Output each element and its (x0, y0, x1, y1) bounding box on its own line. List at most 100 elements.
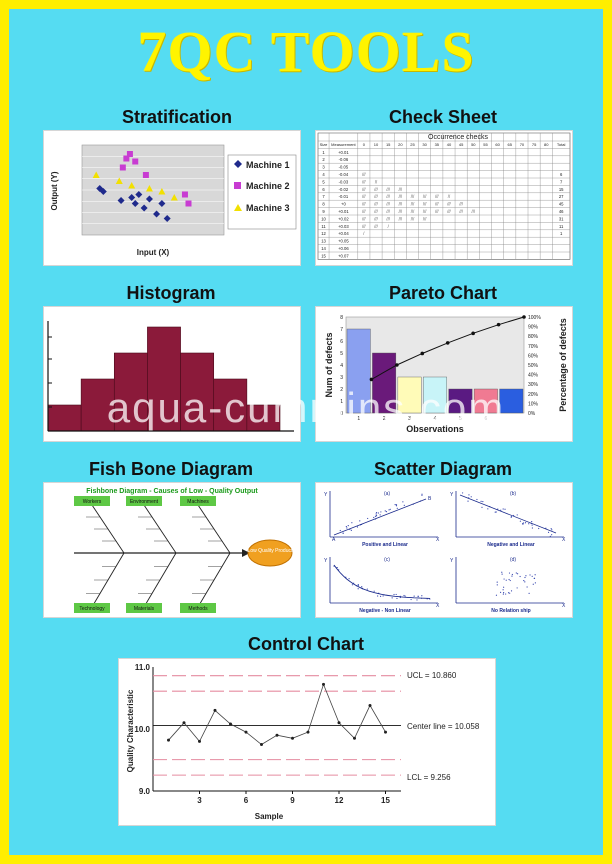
pareto-y2-tick: 90% (528, 325, 539, 331)
pareto-x-tick: 6 (484, 416, 487, 422)
scatter-point (385, 511, 388, 513)
scatter-y-label: Y (450, 492, 454, 498)
pareto-y2-tick: 30% (528, 382, 539, 388)
check-sheet-cell: -0.06 (339, 157, 349, 162)
check-sheet-column-header: 60 (495, 142, 500, 147)
control-point (260, 743, 263, 746)
machine-2-legend-marker (234, 182, 241, 189)
pareto-chart: 0123456780%10%20%30%40%50%60%70%80%90%10… (324, 315, 568, 434)
scatter-point (522, 523, 524, 525)
scatter-point (481, 506, 483, 508)
pareto-x-tick: 1 (357, 416, 360, 422)
scatter-point (357, 584, 359, 586)
scatter-y-label: Y (450, 558, 454, 564)
machine-2-legend-label: Machine 2 (246, 181, 290, 191)
scatter-point (501, 571, 503, 573)
check-sheet-cell: 46 (559, 209, 564, 214)
scatter-y-label: Y (324, 492, 328, 498)
pareto-y-tick: 5 (340, 351, 343, 357)
scatter-diagram-panel: Y X (a) Positive and Linear A B Y X (b) Negative … (315, 482, 573, 618)
scatter-point (482, 500, 484, 503)
scatter-y-label: Y (324, 558, 328, 564)
check-sheet-cell: +0.07 (338, 253, 349, 258)
scatter-point (396, 507, 398, 509)
check-sheet-cell: /// (374, 209, 378, 214)
scatter-point (394, 504, 396, 506)
pareto-y2-tick: 100% (528, 315, 541, 321)
scatter-point (359, 520, 361, 522)
pareto-y-tick: 1 (340, 399, 343, 405)
check-sheet-cell: /// (386, 216, 390, 221)
check-sheet-cell: /// (362, 187, 366, 192)
pareto-y2-tick: 70% (528, 344, 539, 350)
check-sheet-cell: /// (423, 202, 427, 207)
machine-1-point (128, 194, 136, 201)
fishbone-category-label: Machines (187, 499, 209, 505)
scatter-point (375, 513, 377, 515)
control-point (275, 733, 279, 737)
control-x-tick: 15 (381, 796, 390, 805)
check-sheet-cell: / (388, 224, 390, 229)
check-sheet-cell: /// (459, 202, 463, 207)
scatter-point (504, 508, 506, 510)
fishbone-head-label: Low Quality Product (248, 548, 293, 554)
scatter-point (404, 595, 406, 597)
check-sheet-column-header: 35 (435, 142, 440, 147)
scatter-point (516, 587, 518, 589)
check-sheet-cell: 45 (559, 202, 564, 207)
check-sheet-cell: -0.03 (339, 179, 349, 184)
pareto-panel: 0 1 2 3 4 5 6 7 8 0% 10% 20% 30% 40% 50% 60% 70% 80% 90% 10… (315, 306, 573, 442)
check-sheet-cell: 15 (321, 253, 326, 258)
check-sheet-cell: +0.05 (338, 239, 349, 244)
histogram-chart (47, 321, 294, 432)
check-sheet-cell: /// (459, 209, 463, 214)
poster-title: 7QC TOOLS (137, 19, 475, 84)
machine-3-point (170, 194, 178, 201)
scatter-point (531, 527, 533, 529)
machine-3-legend-marker (234, 204, 242, 211)
scatter-point (510, 590, 513, 592)
control-x-tick: 9 (290, 796, 295, 805)
scatter-point (350, 529, 352, 532)
pareto-y-tick: 7 (340, 327, 343, 333)
check-sheet-cell: 4 (322, 172, 325, 177)
control-point (244, 730, 248, 734)
fishbone-category-box (74, 496, 110, 506)
watermark: aqua-cummins.com (106, 384, 506, 431)
control-point (291, 736, 294, 740)
control-x-tick: 12 (335, 796, 344, 805)
scatter-point (389, 508, 391, 510)
scatter-point (417, 595, 419, 598)
scatter-point (382, 595, 384, 597)
histogram-bar (213, 378, 248, 432)
control-point (353, 736, 356, 740)
pareto-x-tick: 4 (434, 416, 437, 422)
check-sheet-column-header: 45 (459, 142, 464, 147)
scatter-point (377, 595, 379, 597)
scatter-point (487, 508, 489, 510)
check-sheet-cell: /// (362, 194, 366, 199)
scatter-point (496, 584, 498, 586)
scatter-point (531, 521, 533, 523)
check-sheet-cell: /// (447, 209, 451, 214)
check-sheet-column-header: 55 (483, 142, 488, 147)
scatter-point (516, 573, 519, 575)
ucl-label: UCL = 10.860 (407, 671, 457, 680)
pareto-y2label: Percentage of defects (558, 318, 568, 412)
scatter-point (380, 595, 382, 597)
control-point (337, 721, 341, 725)
scatter-point (509, 592, 511, 594)
scatter-subplot-caption: Negative and Linear (487, 542, 535, 548)
check-sheet-column-header: 25 (410, 142, 415, 147)
scatter-point (367, 517, 369, 520)
check-sheet-cell: 14 (321, 246, 326, 251)
check-sheet-column-header: 20 (398, 142, 403, 147)
check-sheet-cell: /// (435, 194, 439, 199)
check-sheet-cell: +0.04 (338, 231, 349, 236)
check-sheet-cell: /// (411, 194, 415, 199)
scatter-point (502, 593, 504, 595)
pareto-bar (372, 352, 397, 414)
pareto-y2-tick: 10% (528, 401, 539, 407)
check-sheet-cell: /// (362, 172, 366, 177)
scatter-point (345, 525, 347, 528)
